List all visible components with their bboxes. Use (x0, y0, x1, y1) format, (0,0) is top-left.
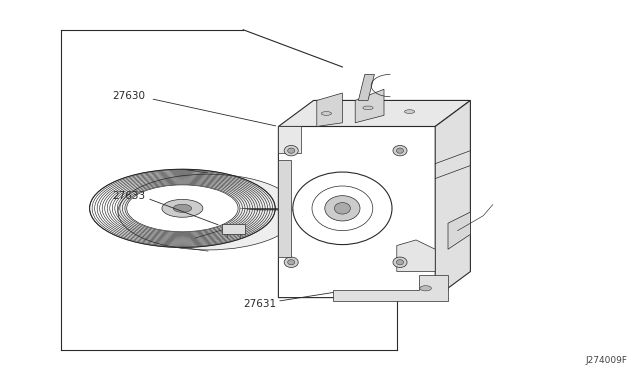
Polygon shape (278, 100, 470, 126)
Ellipse shape (404, 110, 415, 113)
Ellipse shape (321, 112, 332, 115)
Ellipse shape (284, 145, 298, 156)
Polygon shape (278, 126, 301, 153)
Text: J274009F: J274009F (585, 356, 627, 365)
Polygon shape (435, 100, 470, 298)
Ellipse shape (397, 260, 404, 265)
Ellipse shape (420, 286, 431, 291)
Polygon shape (448, 212, 470, 249)
Polygon shape (278, 160, 291, 257)
Ellipse shape (393, 257, 407, 267)
Ellipse shape (397, 148, 404, 153)
Ellipse shape (288, 260, 294, 265)
Ellipse shape (363, 106, 373, 110)
Text: 27630: 27630 (112, 91, 145, 101)
Ellipse shape (118, 174, 298, 250)
Ellipse shape (393, 145, 407, 156)
Text: 27633: 27633 (112, 191, 145, 201)
Ellipse shape (173, 204, 191, 212)
Ellipse shape (127, 185, 238, 232)
Ellipse shape (325, 196, 360, 221)
Ellipse shape (293, 172, 392, 245)
Polygon shape (278, 126, 448, 298)
Polygon shape (358, 74, 374, 100)
Ellipse shape (284, 257, 298, 267)
Polygon shape (355, 89, 384, 123)
Polygon shape (333, 275, 448, 301)
Polygon shape (317, 93, 342, 126)
Ellipse shape (335, 202, 351, 214)
Ellipse shape (288, 148, 294, 153)
Text: 27631: 27631 (243, 299, 276, 309)
Polygon shape (397, 240, 435, 272)
Ellipse shape (162, 199, 203, 217)
FancyBboxPatch shape (222, 224, 245, 234)
Ellipse shape (312, 186, 372, 231)
